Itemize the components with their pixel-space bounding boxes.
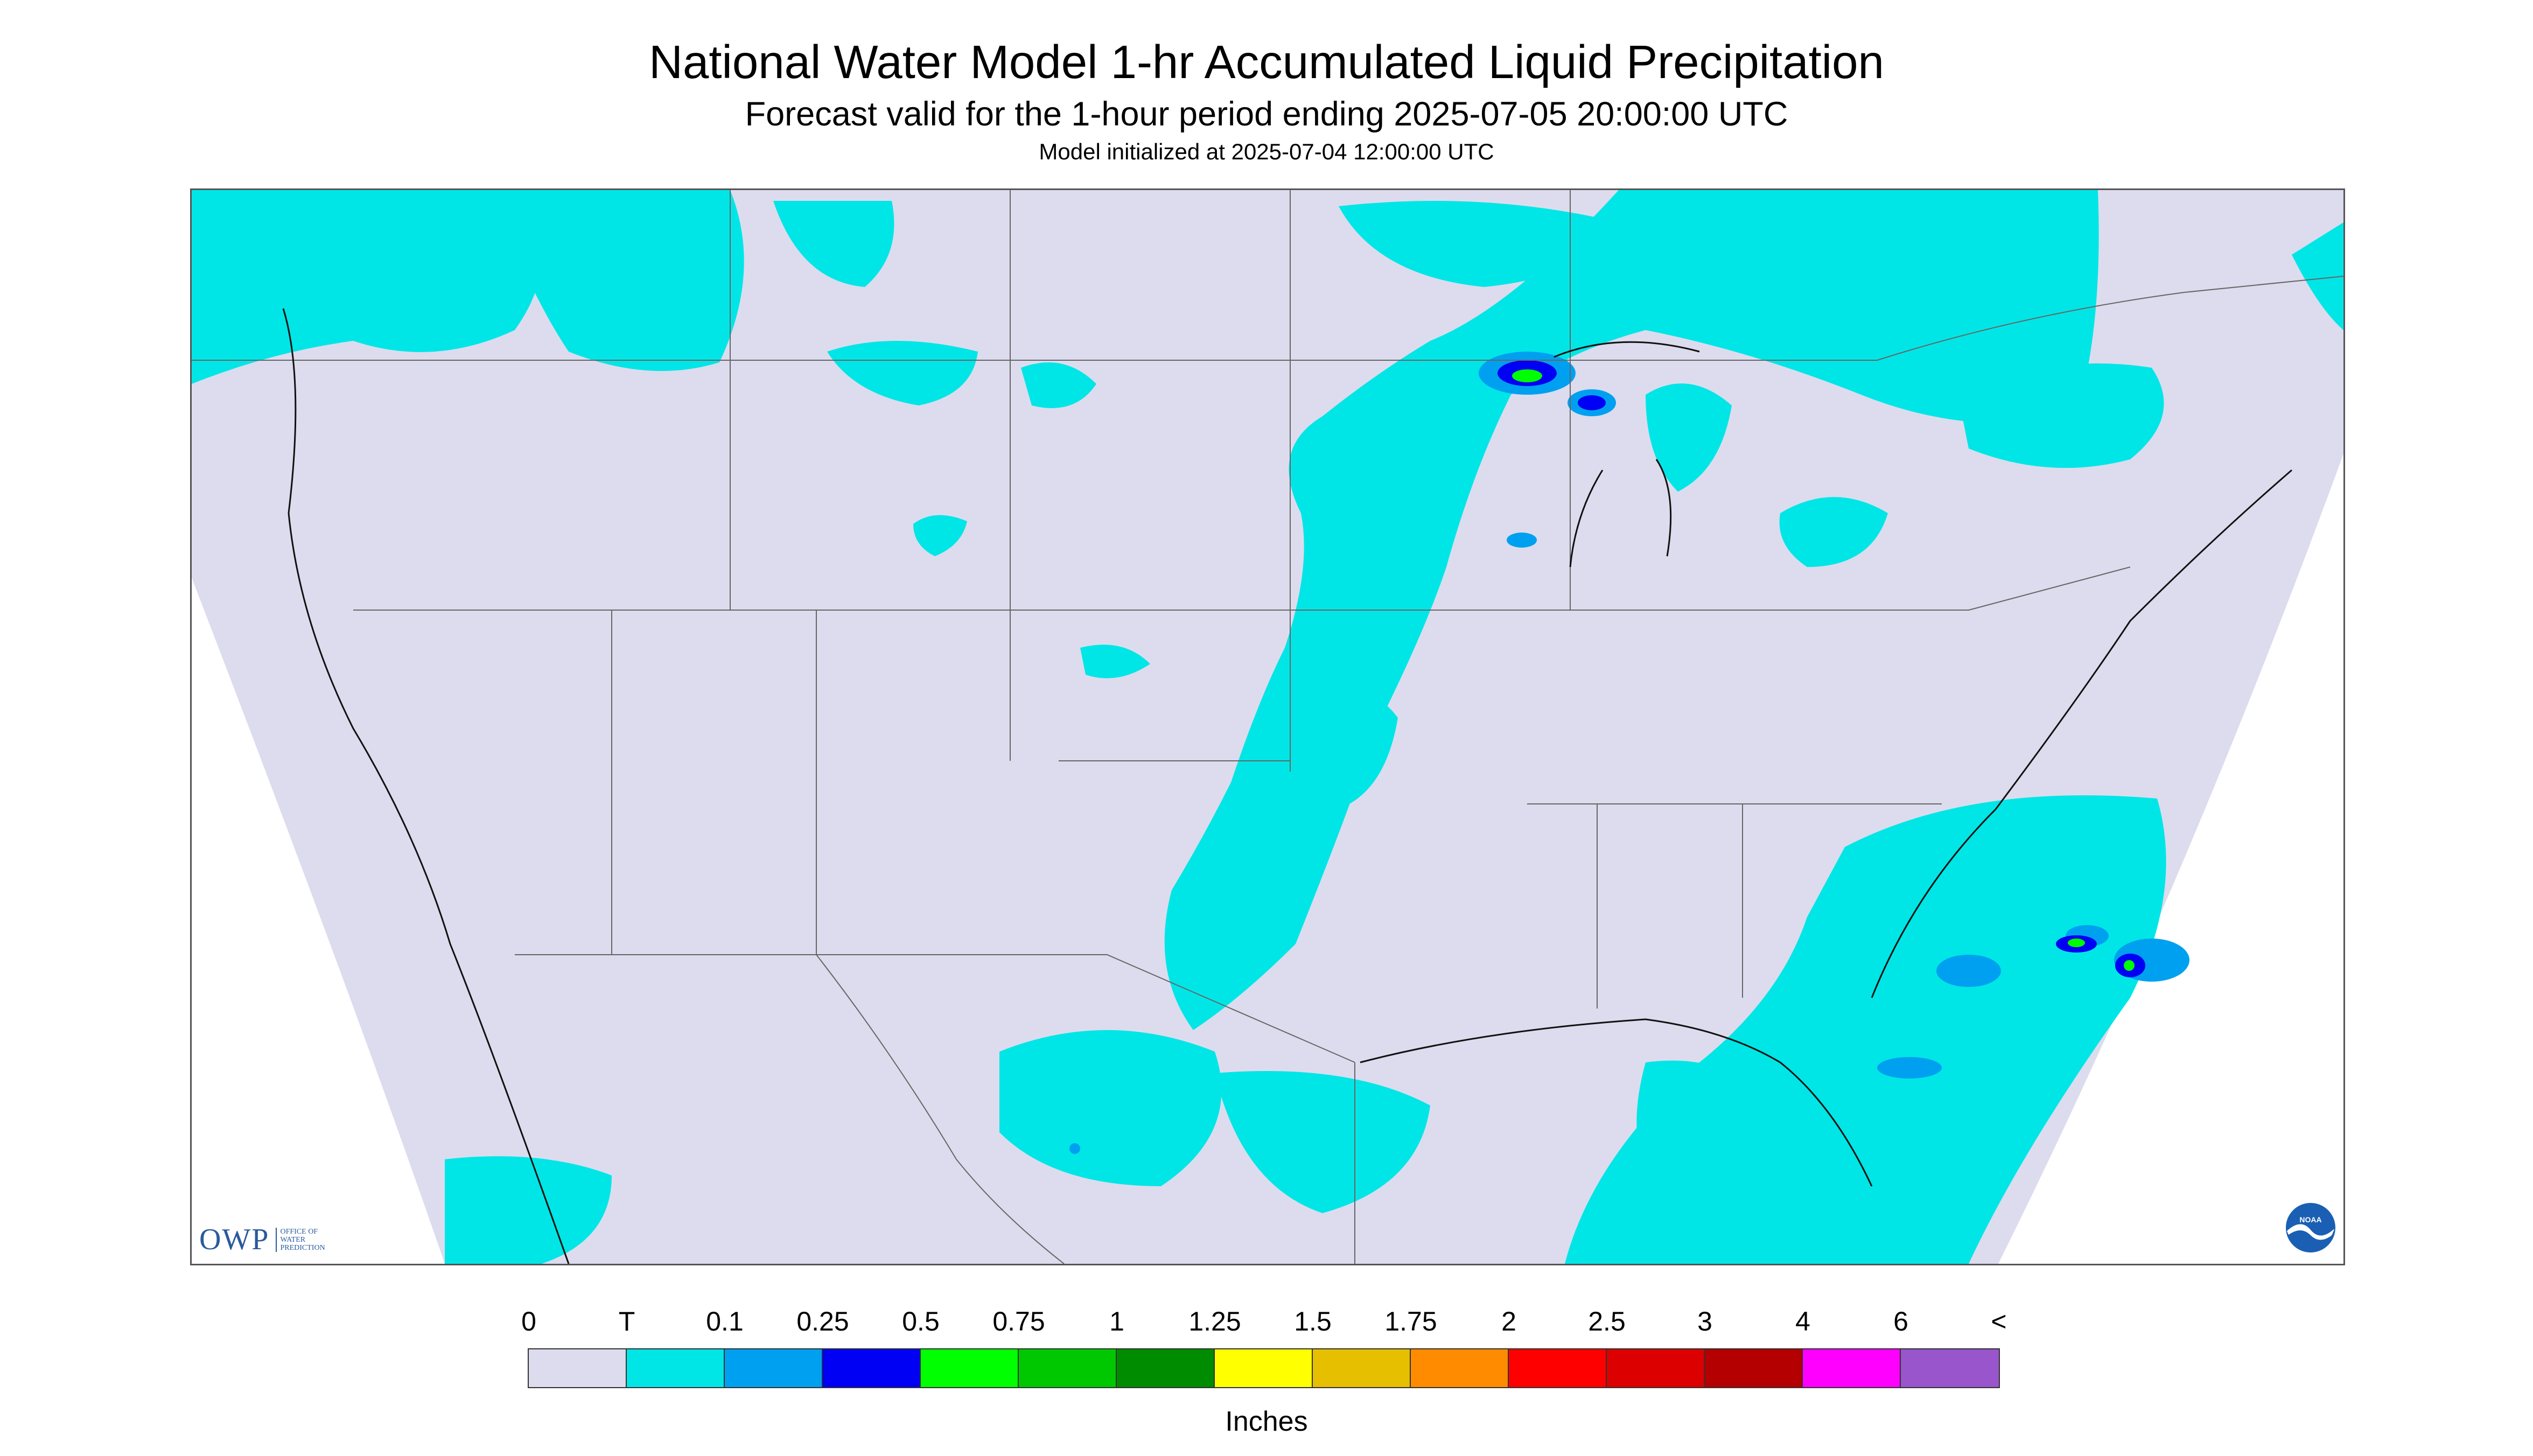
- trace-precip-areas: [192, 190, 2343, 1264]
- legend-swatch: [1901, 1349, 1999, 1387]
- legend-swatch: [823, 1349, 921, 1387]
- precip-color-legend: [528, 1348, 2000, 1388]
- legend-units: Inches: [1225, 1406, 1308, 1437]
- owp-logo-subtext: OFFICE OF WATER PREDICTION: [276, 1227, 328, 1252]
- legend-swatch: [1803, 1349, 1901, 1387]
- legend-swatch: [1705, 1349, 1803, 1387]
- legend-label: 0.75: [992, 1306, 1045, 1336]
- legend-swatch: [1509, 1349, 1607, 1387]
- legend-label: 1.75: [1384, 1306, 1437, 1336]
- legend-label: T: [618, 1306, 635, 1336]
- map-canvas: [192, 190, 2343, 1264]
- legend-label: <: [1991, 1306, 2007, 1336]
- owp-logo-letters: OWP: [199, 1223, 270, 1256]
- legend-swatch: [1019, 1349, 1117, 1387]
- legend-swatch: [529, 1349, 627, 1387]
- political-borders: [192, 190, 2343, 1264]
- legend-label: 4: [1795, 1306, 1810, 1336]
- precipitation-map[interactable]: [190, 188, 2345, 1265]
- legend-label: 2.5: [1588, 1306, 1626, 1336]
- legend-label: 1.25: [1188, 1306, 1241, 1336]
- legend-swatch: [1411, 1349, 1509, 1387]
- heavy-precip-areas: [1512, 369, 2135, 971]
- legend-label: 0: [521, 1306, 536, 1336]
- map-subtitle: Forecast valid for the 1-hour period end…: [745, 95, 1788, 133]
- legend-swatch: [725, 1349, 823, 1387]
- legend-label: 2: [1501, 1306, 1516, 1336]
- noaa-logo: NOAA: [2286, 1203, 2335, 1252]
- legend-swatch: [1313, 1349, 1411, 1387]
- legend-label: 0.25: [796, 1306, 849, 1336]
- legend-label: 6: [1893, 1306, 1908, 1336]
- legend-label: 1.5: [1294, 1306, 1332, 1336]
- legend-swatch: [627, 1349, 725, 1387]
- coastlines: [282, 308, 2292, 1264]
- legend-label: 0.5: [902, 1306, 940, 1336]
- model-init-text: Model initialized at 2025-07-04 12:00:00…: [1039, 139, 1494, 164]
- legend-swatch: [1117, 1349, 1215, 1387]
- legend-swatch: [1607, 1349, 1705, 1387]
- legend-swatch: [921, 1349, 1019, 1387]
- legend-label: 1: [1109, 1306, 1124, 1336]
- owp-logo: OWP OFFICE OF WATER PREDICTION: [199, 1223, 328, 1256]
- legend-labels: 0 T 0.1 0.25 0.5 0.75 1 1.25 1.5 1.75 2 2.5 3 4 6 <: [521, 1306, 2011, 1338]
- legend-label: 3: [1697, 1306, 1712, 1336]
- legend-label: 0.1: [706, 1306, 744, 1336]
- svg-text:NOAA: NOAA: [2299, 1215, 2321, 1224]
- legend-swatch: [1215, 1349, 1313, 1387]
- map-title: National Water Model 1-hr Accumulated Li…: [649, 36, 1884, 88]
